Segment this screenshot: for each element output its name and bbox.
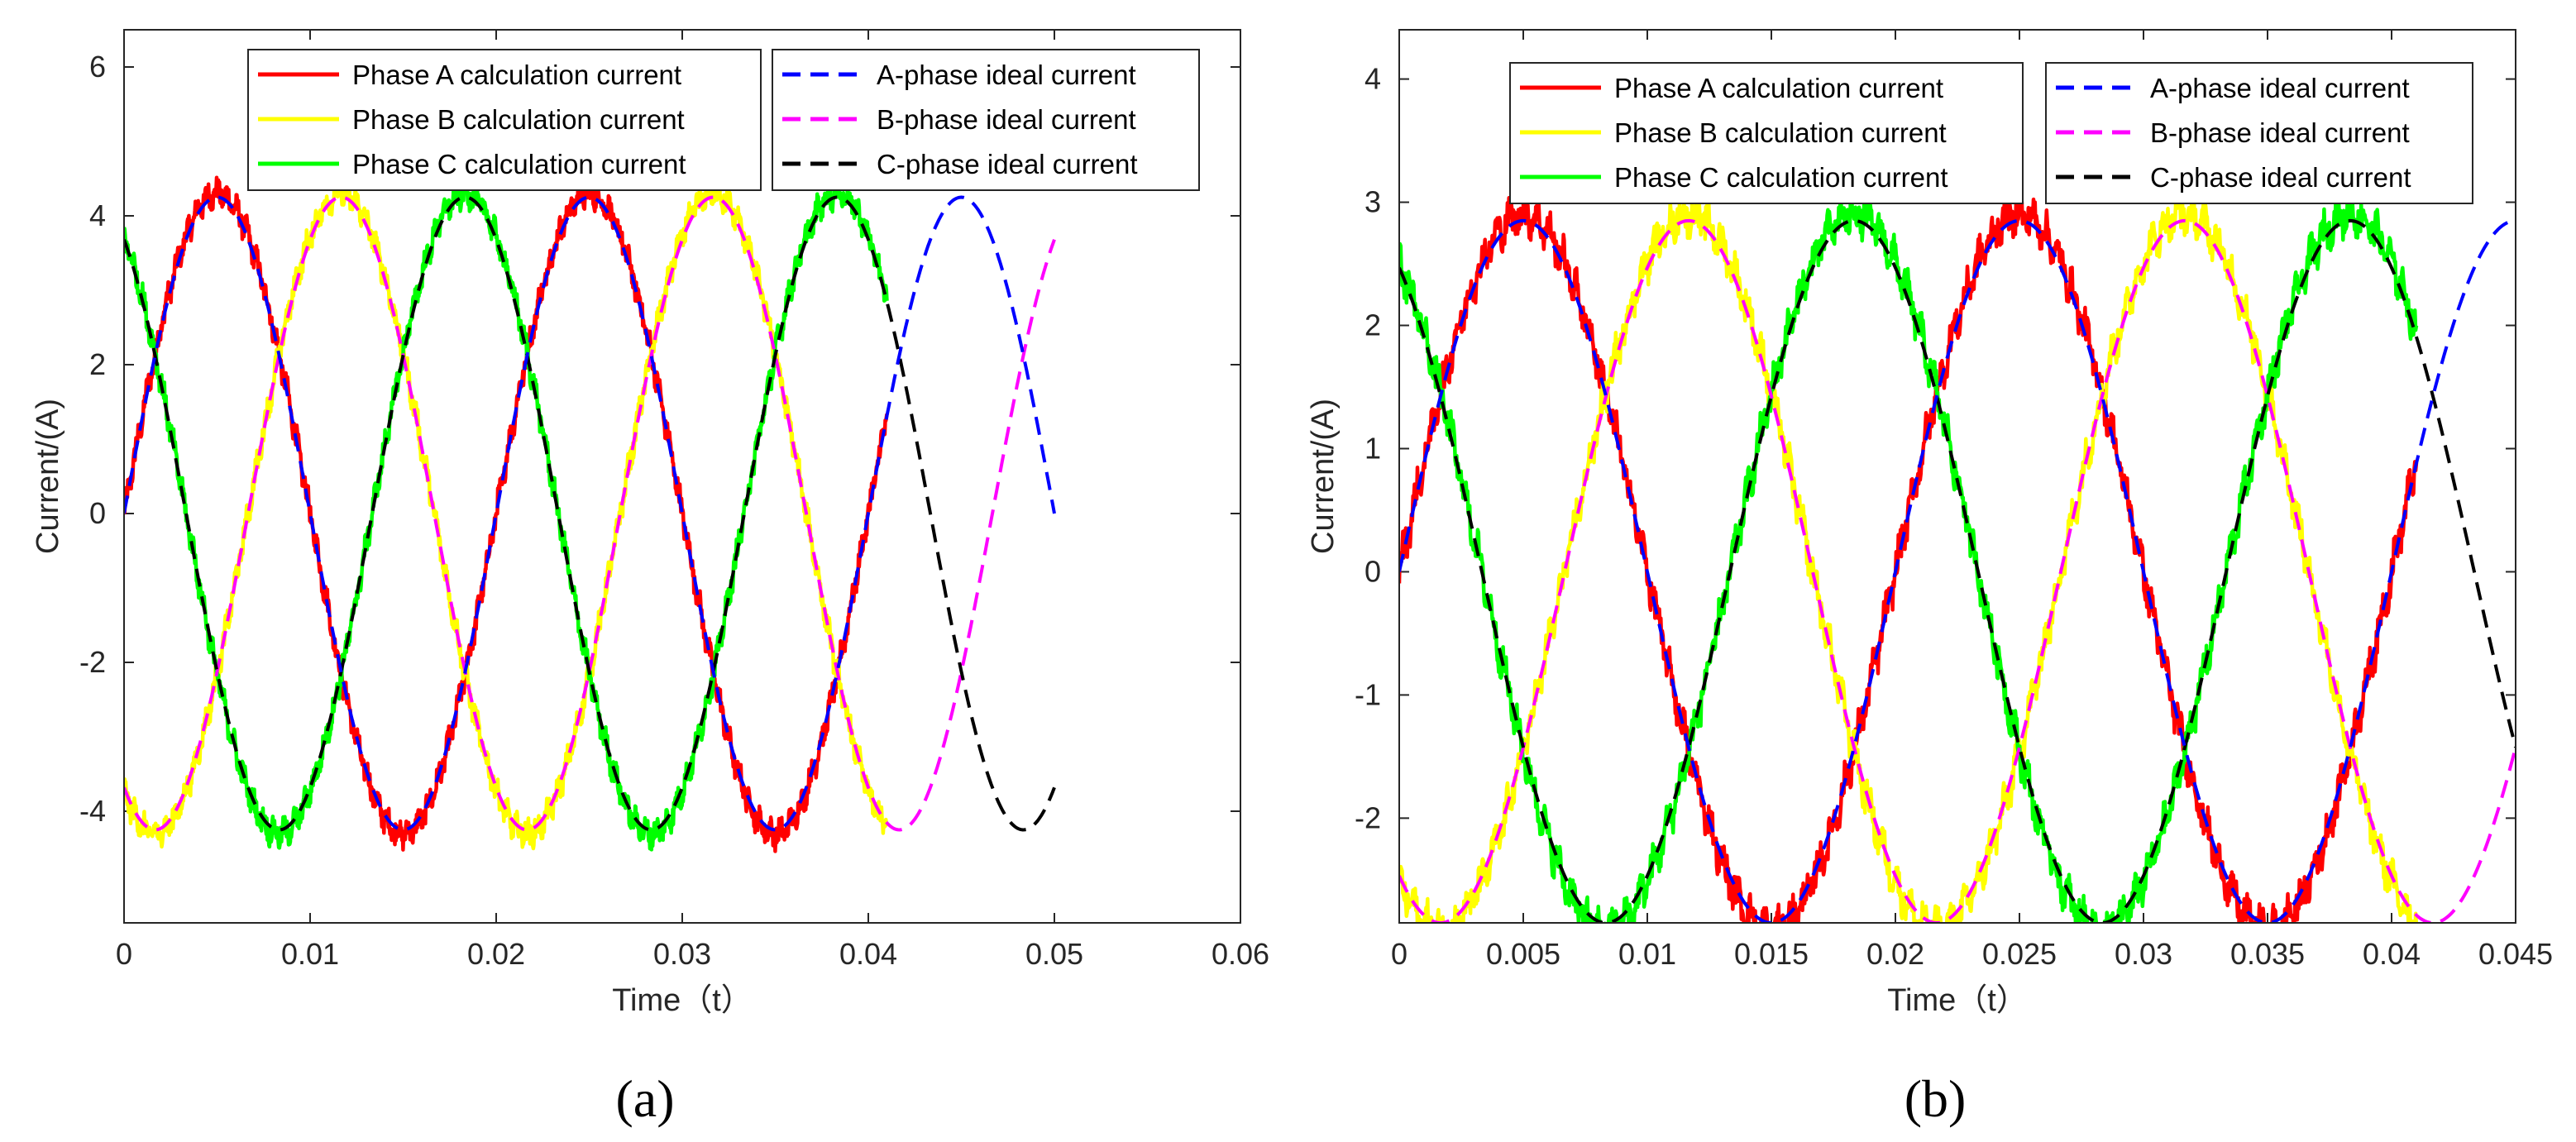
x-tick-label: 0.01 [1618,937,1676,971]
legend-a: Phase A calculation current Phase B calcu… [247,49,1200,191]
axes-box-a [123,29,1241,924]
x-tick-label: 0 [116,937,132,971]
y-tick-label: 1 [1364,431,1381,465]
y-tick-label: 0 [1364,554,1381,588]
series-line-phase-b-calc [1399,190,2419,923]
legend-label: Phase B calculation current [1614,117,1947,148]
panel-b: 0 0.005 0.01 0.015 0.02 0.025 0.03 0.035 0.04 0.0… [1306,29,2553,1128]
series-line-c-ideal [124,195,1056,832]
y-tick-label: 3 [1364,185,1381,219]
series-group-b [1399,190,2516,923]
y-axis-label-a: Current/(A) [31,399,65,554]
legend-b: Phase A calculation current Phase B calcu… [1509,62,2473,204]
x-tick-label: 0.03 [2115,937,2172,971]
y-tick-label: 4 [1364,62,1381,96]
x-axis-label-b: Time（t） [1887,983,2028,1018]
legend-label: C-phase ideal current [2150,162,2411,193]
series-line-phase-c-calc [1399,194,2419,923]
panel-a: 0 0.01 0.02 0.03 0.04 0.05 0.06 -4 -2 0 2 4 6 Time（t… [31,29,1269,1128]
x-tick-label: 0.03 [653,937,711,971]
x-tick-label: 0.05 [1025,937,1083,971]
legend-label: A-phase ideal current [2150,73,2410,103]
x-tick-label: 0.02 [1866,937,1924,971]
legend-label: B-phase ideal current [2150,117,2410,148]
series-line-a-ideal [124,195,1056,832]
series-line-b-ideal [1399,218,2516,923]
y-tick-label: -4 [79,794,106,828]
legend-label: Phase A calculation current [352,60,681,90]
legend-label: Phase C calculation current [1614,162,1948,193]
legend-label: Phase C calculation current [352,149,686,179]
legend-label: Phase B calculation current [352,104,685,135]
x-tick-label: 0.02 [467,937,525,971]
axis-ticks-a: 0 0.01 0.02 0.03 0.04 0.05 0.06 -4 -2 0 2 4 6 [79,30,1269,971]
legend-label: Phase A calculation current [1614,73,1943,103]
y-tick-label: 0 [89,496,106,530]
x-tick-label: 0.04 [2363,937,2421,971]
y-axis-label-b: Current/(A) [1306,399,1341,554]
axis-ticks-b: 0 0.005 0.01 0.015 0.02 0.025 0.03 0.035 0.04 0.0… [1355,30,2553,971]
y-tick-label: -1 [1355,677,1381,711]
x-tick-label: 0.035 [2230,937,2305,971]
y-tick-label: 2 [1364,308,1381,342]
x-tick-label: 0.01 [281,937,339,971]
series-line-a-ideal [1399,218,2516,923]
panel-caption-a: (a) [615,1069,674,1128]
y-tick-label: 6 [89,50,106,84]
x-tick-label: 0 [1391,937,1407,971]
x-axis-label-a: Time（t） [612,983,753,1018]
y-tick-label: -2 [79,645,106,679]
x-tick-label: 0.045 [2478,937,2553,971]
axes-box-b [1398,29,2516,924]
x-tick-label: 0.005 [1486,937,1560,971]
series-line-c-ideal [1399,218,2516,923]
x-tick-label: 0.015 [1734,937,1809,971]
y-tick-label: -2 [1355,800,1381,834]
panel-caption-b: (b) [1905,1069,1967,1128]
y-tick-label: 4 [89,198,106,232]
y-tick-label: 2 [89,347,106,381]
x-tick-label: 0.025 [1982,937,2057,971]
x-tick-label: 0.06 [1212,937,1269,971]
x-tick-label: 0.04 [839,937,897,971]
series-group-a [124,174,1056,853]
legend-label: C-phase ideal current [877,149,1138,179]
legend-label: B-phase ideal current [877,104,1136,135]
legend-label: A-phase ideal current [877,60,1136,90]
